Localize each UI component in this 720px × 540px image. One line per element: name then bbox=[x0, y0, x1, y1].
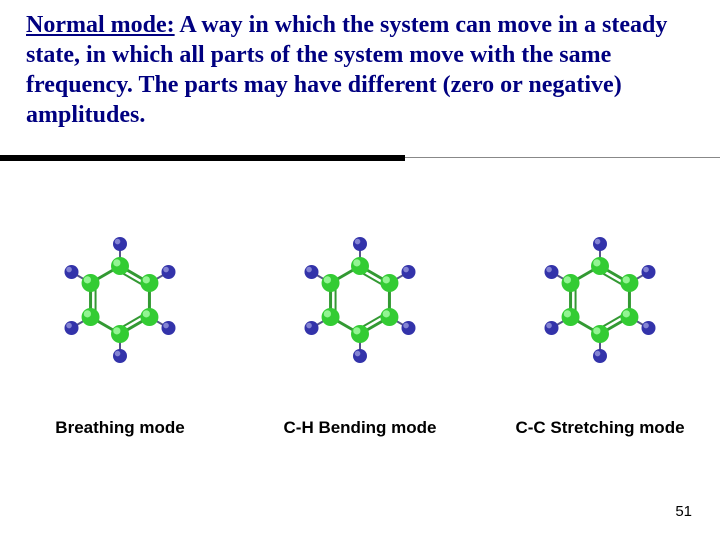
caption-cc-stretching: C-C Stretching mode bbox=[500, 418, 700, 438]
definition-term: Normal mode: bbox=[26, 12, 175, 38]
caption-breathing: Breathing mode bbox=[20, 418, 220, 438]
definition-text: Normal mode: A way in which the system c… bbox=[26, 10, 696, 130]
decor-black-strip bbox=[0, 155, 405, 161]
caption-row: Breathing mode C-H Bending mode C-C Stre… bbox=[0, 418, 720, 438]
caption-ch-bending: C-H Bending mode bbox=[260, 418, 460, 438]
molecule-breathing bbox=[20, 220, 220, 385]
molecule-row bbox=[0, 220, 720, 385]
divider-line bbox=[405, 157, 720, 158]
molecule-cc-stretching bbox=[500, 220, 700, 385]
molecule-ch-bending bbox=[260, 220, 460, 385]
page-number: 51 bbox=[675, 503, 692, 520]
